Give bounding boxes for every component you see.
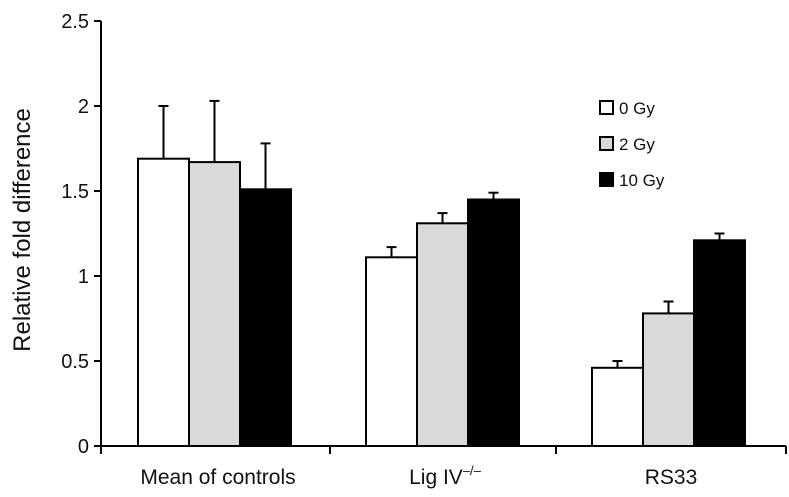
legend-swatch-0-gy [599, 100, 614, 115]
bar-0-gy-2 [591, 366, 644, 447]
y-tick-label: 2 [78, 96, 89, 118]
bar-10-gy-1 [467, 198, 520, 447]
x-category-label: Mean of controls [140, 466, 295, 489]
bars-layer [137, 99, 746, 448]
legend-label: 10 Gy [619, 171, 665, 190]
x-category-label: Lig IV–/– [409, 463, 482, 489]
bar-10-gy-2 [693, 239, 746, 447]
bar-10-gy-0 [239, 188, 292, 448]
bar-2-gy-2 [642, 312, 695, 447]
legend-label: 0 Gy [619, 99, 655, 118]
y-tick-label: 2.5 [61, 11, 89, 33]
y-tick-label: 1.5 [61, 181, 89, 203]
x-category-label: RS33 [645, 466, 698, 489]
y-tick-label: 0.5 [61, 351, 89, 373]
legend-swatch-10-gy [599, 172, 614, 187]
axes-layer: 0 0.5 1 1.5 2 2.5 Mean of controls Lig IV–/– RS3… [61, 11, 787, 489]
bar-0-gy-0 [137, 157, 190, 447]
legend: 0 Gy 2 Gy 10 Gy [599, 99, 665, 190]
bar-2-gy-1 [416, 222, 469, 447]
legend-label: 2 Gy [619, 135, 655, 154]
bar-2-gy-0 [188, 161, 241, 447]
x-category-name: Mean of controls [140, 466, 295, 489]
y-tick-label: 0 [78, 436, 89, 458]
legend-swatch-2-gy [599, 136, 614, 151]
y-axis-title: Relative fold difference [9, 108, 36, 352]
x-category-superscript: –/– [463, 463, 482, 478]
y-tick-label: 1 [78, 266, 89, 288]
x-category-name: Lig IV [409, 466, 463, 489]
bar-0-gy-1 [365, 256, 418, 447]
x-category-name: RS33 [645, 466, 698, 489]
